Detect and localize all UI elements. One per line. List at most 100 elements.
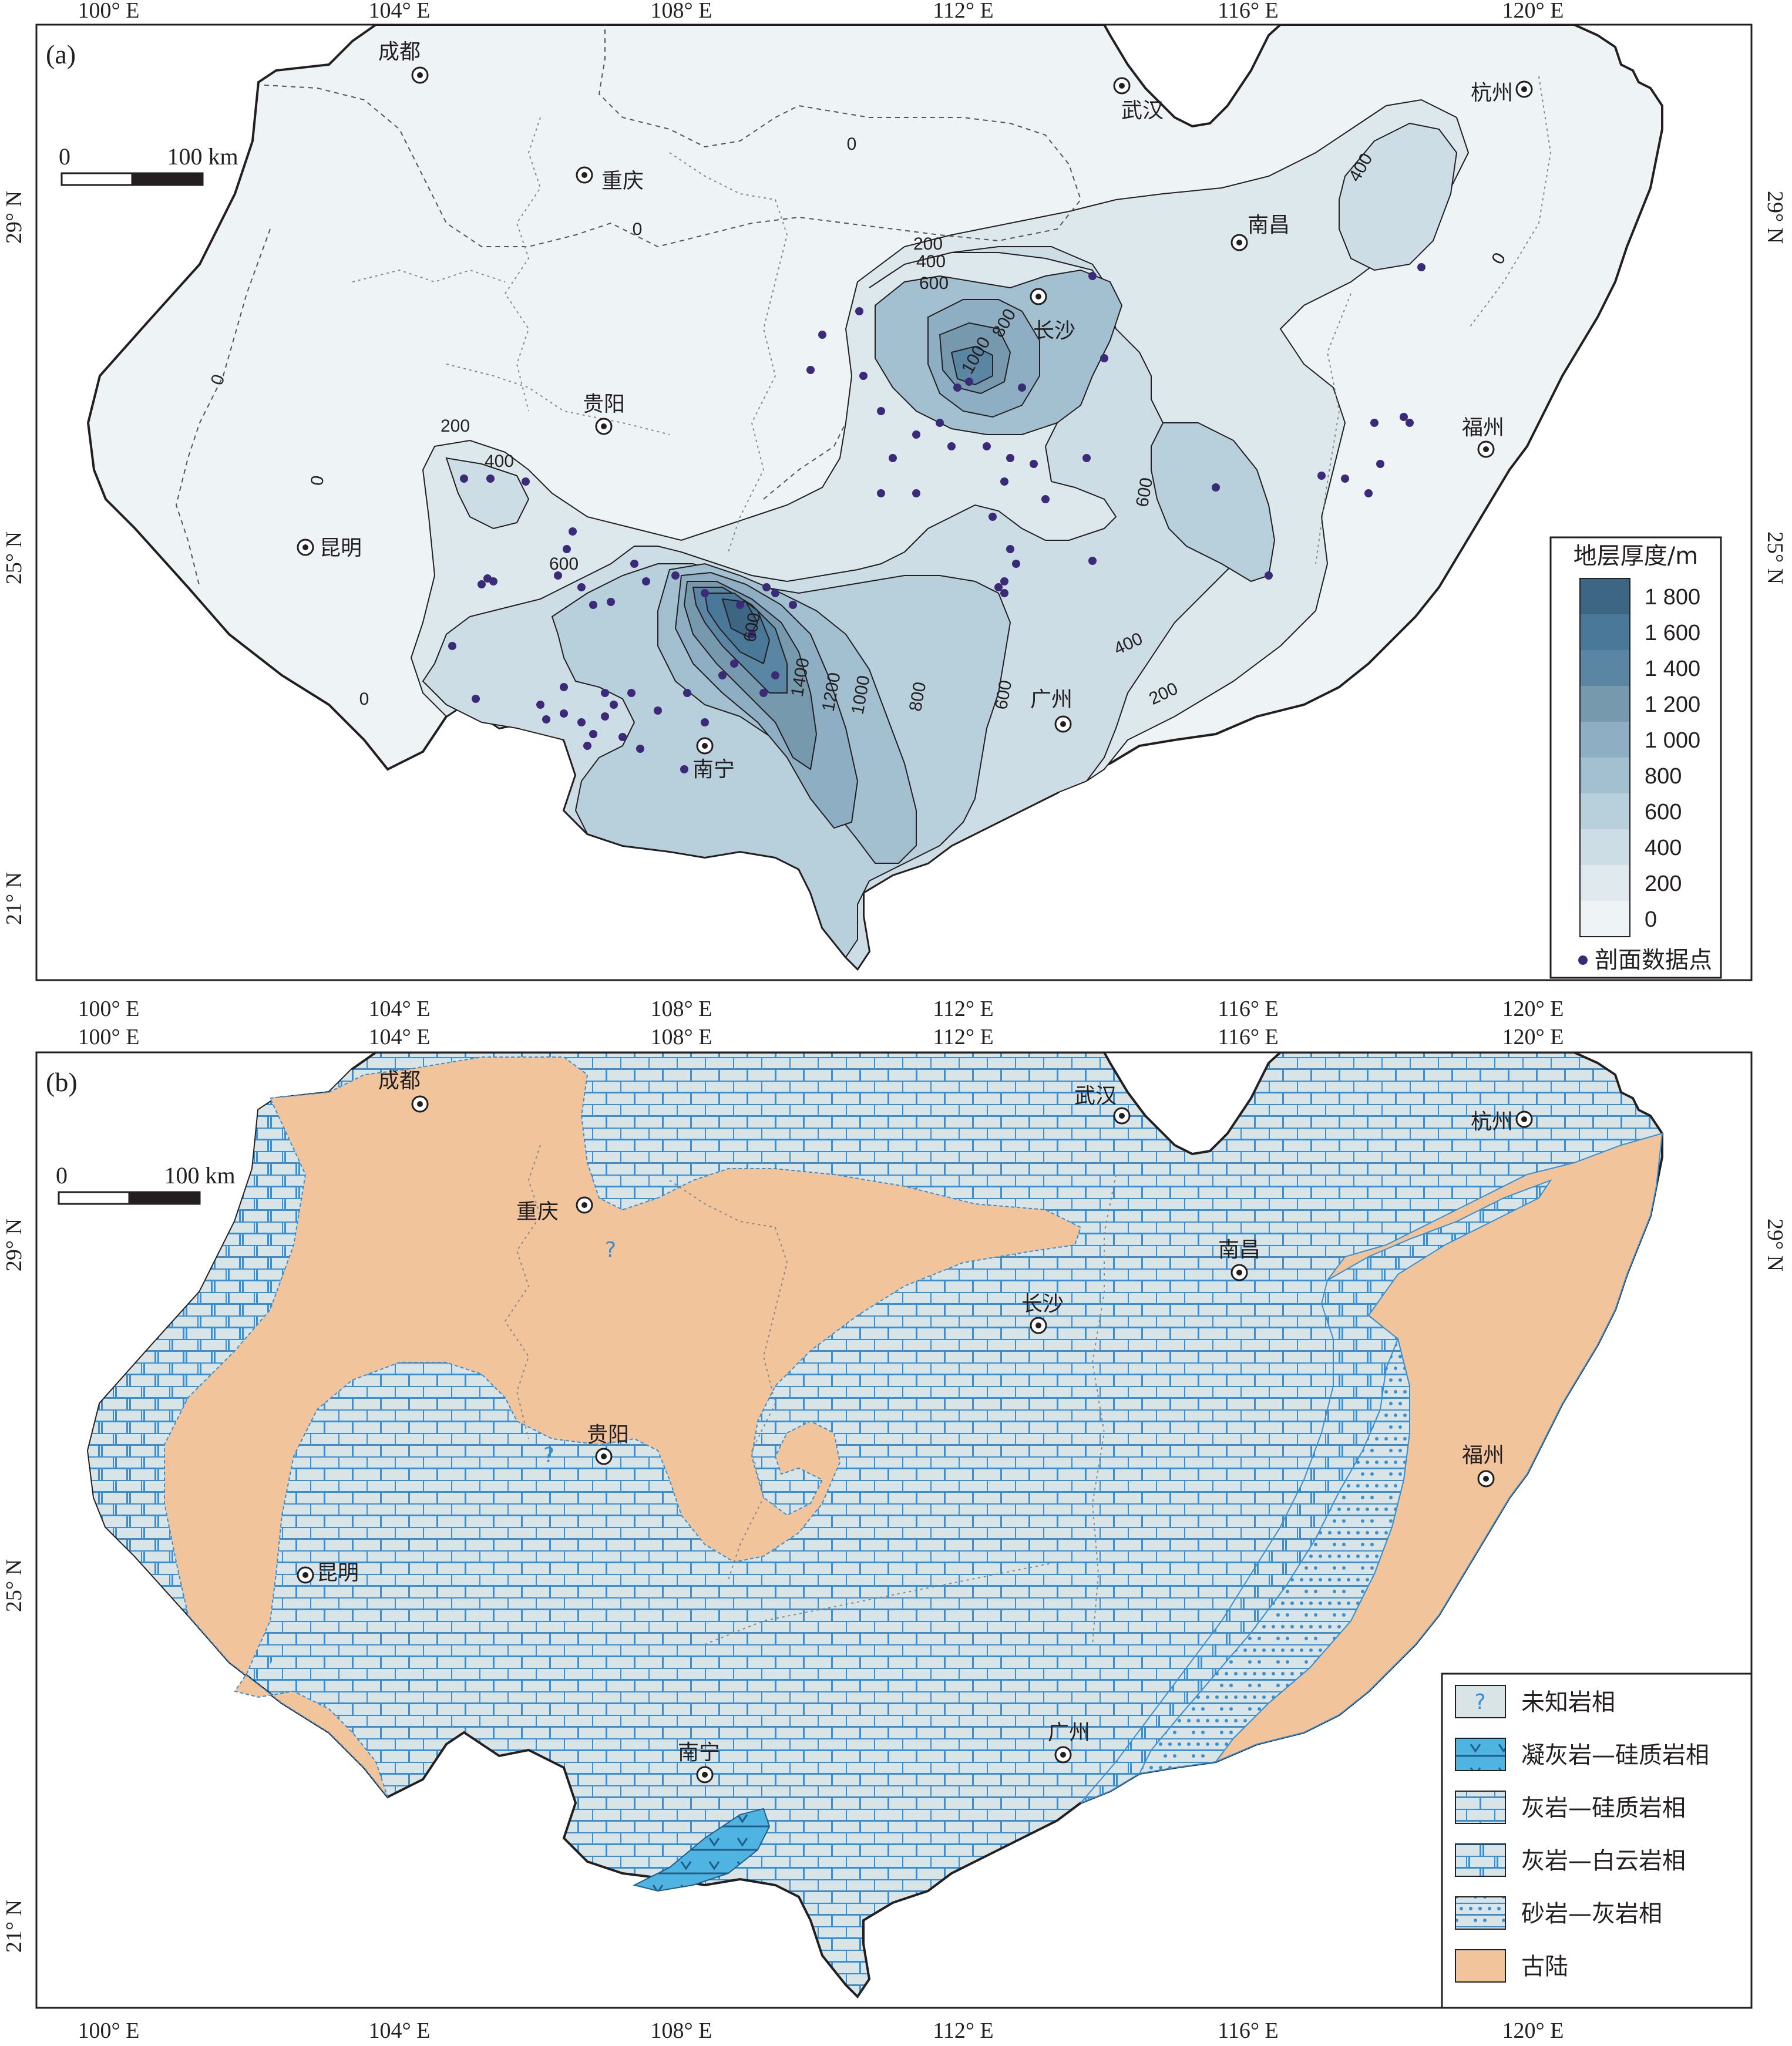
- bottom-tick-label: 104° E: [369, 997, 431, 1021]
- top-tick-label: 120° E: [1502, 0, 1564, 23]
- top-tick-label: 104° E: [369, 0, 431, 23]
- thickness-zone-yunnan-400: [445, 457, 530, 530]
- section-data-point: [1030, 460, 1038, 468]
- legend-label: 未知岩相: [1521, 1689, 1615, 1716]
- section-data-point: [478, 580, 486, 588]
- legend-class-label: 0: [1645, 907, 1657, 932]
- legend-swatch-limestone-siliceous: [1455, 1791, 1506, 1824]
- contour-label: 0: [633, 220, 643, 239]
- legend-color-swatch: [1580, 865, 1630, 901]
- city-label: 昆明: [317, 1561, 359, 1585]
- section-data-point: [601, 689, 609, 697]
- legend-swatch-oldland: [1455, 1949, 1506, 1983]
- city-marker: 广州: [1030, 688, 1072, 733]
- thickness-map-panel: 100° E 104° E 108° E 112° E 116° E 120° …: [2, 0, 1787, 1021]
- legend-class-label: 800: [1645, 764, 1682, 789]
- city-label: 南宁: [678, 1741, 720, 1765]
- city-marker-dot: [1483, 1476, 1489, 1482]
- city-marker-dot: [1521, 1116, 1527, 1122]
- scale-start-label: 0: [59, 143, 70, 170]
- section-data-point: [701, 718, 709, 726]
- city-label: 武汉: [1074, 1084, 1117, 1108]
- scale-end-label: 100 km: [164, 1162, 235, 1189]
- city-label: 广州: [1030, 688, 1072, 712]
- city-marker-dot: [1119, 1113, 1125, 1119]
- section-data-point: [965, 378, 973, 386]
- city-label: 南昌: [1248, 213, 1290, 237]
- scale-bar: 0 100 km: [56, 1162, 236, 1205]
- city-marker-dot: [302, 544, 308, 550]
- section-data-point: [577, 583, 586, 591]
- section-data-point: [1000, 589, 1008, 597]
- section-data-point: [489, 577, 497, 585]
- section-data-point: [542, 715, 550, 723]
- section-data-point: [718, 671, 727, 679]
- contour-label: 400: [916, 252, 946, 271]
- bottom-tick-label: 100° E: [78, 997, 140, 1021]
- unknown-facies-mark: ?: [543, 1443, 554, 1468]
- contour-label: 0: [847, 134, 857, 154]
- city-marker-dot: [601, 423, 607, 429]
- section-data-point: [618, 733, 627, 741]
- legend-swatch-tuff: [1455, 1738, 1506, 1771]
- city-label: 南昌: [1218, 1238, 1260, 1262]
- left-tick-label: 25° N: [2, 1559, 26, 1612]
- section-data-point: [472, 695, 480, 703]
- section-data-point: [630, 560, 638, 568]
- section-data-point: [589, 730, 597, 738]
- city-label: 南宁: [692, 758, 735, 782]
- left-tick-label: 21° N: [2, 1900, 26, 1953]
- lithofacies-map-panel: 100° E 104° E 108° E 112° E 116° E 120° …: [2, 1025, 1787, 2043]
- city-label: 重庆: [601, 169, 644, 193]
- legend-class-label: 600: [1645, 800, 1682, 825]
- contour-label: 0: [307, 474, 328, 487]
- bottom-tick-label: 120° E: [1502, 2018, 1564, 2043]
- bottom-tick-label: 108° E: [651, 2018, 712, 2043]
- section-data-point: [762, 583, 771, 591]
- section-data-point: [563, 545, 571, 553]
- legend-label: 砂岩—灰岩相: [1521, 1900, 1662, 1927]
- section-data-point: [610, 701, 618, 709]
- legend-ramp-border: [1579, 578, 1630, 937]
- city-marker-dot: [1483, 446, 1489, 452]
- section-data-point: [554, 571, 562, 580]
- thickness-zone-600-northeast: [1339, 122, 1458, 271]
- city-marker: 杭州: [1471, 1110, 1533, 1134]
- city-marker: 长沙: [1030, 288, 1075, 343]
- facies-legend: ? 未知岩相 凝灰岩—硅质岩相 灰岩—硅质岩相 灰岩—白云岩相 砂岩—灰岩相 古…: [1441, 1673, 1753, 2009]
- city-marker: 福州: [1462, 416, 1504, 458]
- city-marker-dot: [1060, 721, 1066, 727]
- city-marker: 昆明: [297, 536, 362, 560]
- panel-label: (b): [46, 1067, 78, 1097]
- legend-color-swatch: [1580, 793, 1630, 829]
- left-tick-label: 25° N: [2, 531, 26, 584]
- section-data-point: [1088, 557, 1097, 565]
- section-data-point: [1006, 454, 1014, 462]
- section-data-point: [583, 742, 591, 750]
- section-data-point: [730, 659, 738, 668]
- city-marker: 成都: [378, 1069, 429, 1113]
- province-boundaries: [352, 76, 1552, 564]
- city-marker: 重庆: [576, 166, 644, 193]
- legend-color-swatch: [1580, 578, 1630, 614]
- bottom-tick-label: 112° E: [933, 2018, 994, 2043]
- oldland-west: [164, 1056, 1082, 1798]
- oldland-east: [1213, 1132, 1663, 1764]
- section-data-point: [577, 718, 586, 726]
- section-data-point: [877, 407, 885, 415]
- legend-point-label: 剖面数据点: [1595, 947, 1712, 974]
- city-marker-dot: [1236, 1270, 1242, 1276]
- city-marker: 昆明: [297, 1561, 359, 1585]
- city-label: 昆明: [320, 536, 362, 560]
- legend-class-label: 1 400: [1645, 657, 1700, 681]
- legend-class-label: 1 600: [1645, 621, 1700, 645]
- section-data-point: [759, 689, 768, 697]
- legend-label: 灰岩—白云岩相: [1521, 1848, 1686, 1875]
- contour-label: 600: [919, 274, 949, 293]
- contour-label: 200: [441, 416, 470, 436]
- thickness-legend: 地层厚度/m 1 800 1 600 1 400 1 200 1 000 800 600 40…: [1549, 536, 1722, 979]
- left-tick-label: 29° N: [2, 191, 26, 244]
- section-data-point: [983, 442, 991, 450]
- legend-color-swatch: [1580, 686, 1630, 722]
- section-data-point: [789, 601, 797, 609]
